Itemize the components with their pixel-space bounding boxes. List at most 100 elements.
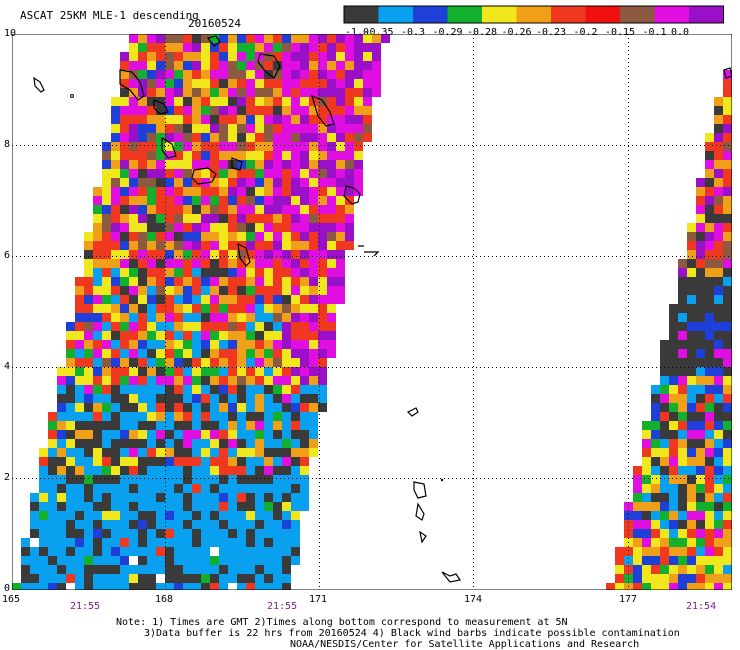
- mle-cell: [219, 385, 228, 394]
- mle-cell: [282, 340, 291, 349]
- mle-cell: [228, 304, 237, 313]
- mle-cell: [129, 376, 138, 385]
- mle-cell: [201, 43, 210, 52]
- mle-cell: [219, 124, 228, 133]
- mle-cell: [120, 403, 129, 412]
- mle-cell: [174, 223, 183, 232]
- mle-cell: [678, 286, 687, 295]
- mle-cell: [633, 556, 642, 565]
- mle-cell: [147, 574, 156, 583]
- mle-cell: [705, 133, 714, 142]
- mle-cell: [714, 241, 723, 250]
- mle-cell: [138, 115, 147, 124]
- mle-cell: [300, 340, 309, 349]
- mle-cell: [138, 547, 147, 556]
- mle-cell: [264, 61, 273, 70]
- mle-cell: [201, 493, 210, 502]
- mle-cell: [669, 376, 678, 385]
- mle-cell: [48, 421, 57, 430]
- mle-cell: [102, 574, 111, 583]
- date-label: 20160524: [188, 17, 241, 30]
- mle-cell: [183, 313, 192, 322]
- mle-cell: [282, 466, 291, 475]
- mle-cell: [219, 43, 228, 52]
- mle-cell: [723, 259, 732, 268]
- mle-cell: [282, 439, 291, 448]
- mle-cell: [264, 394, 273, 403]
- mle-cell: [714, 151, 723, 160]
- mle-cell: [660, 502, 669, 511]
- mle-cell: [39, 574, 48, 583]
- mle-cell: [228, 79, 237, 88]
- mle-cell: [336, 223, 345, 232]
- mle-cell: [354, 43, 363, 52]
- mle-cell: [21, 565, 30, 574]
- mle-cell: [228, 52, 237, 61]
- mle-cell: [192, 277, 201, 286]
- mle-cell: [111, 268, 120, 277]
- mle-cell: [255, 88, 264, 97]
- mle-cell: [165, 457, 174, 466]
- mle-cell: [705, 277, 714, 286]
- mle-cell: [84, 394, 93, 403]
- mle-cell: [300, 115, 309, 124]
- colorbar-tick-label: -1.0: [345, 27, 369, 37]
- mle-cell: [228, 214, 237, 223]
- mle-cell: [327, 79, 336, 88]
- mle-cell: [93, 223, 102, 232]
- mle-cell: [84, 538, 93, 547]
- mle-cell: [237, 331, 246, 340]
- mle-cell: [318, 286, 327, 295]
- mle-cell: [372, 52, 381, 61]
- mle-cell: [678, 394, 687, 403]
- mle-cell: [93, 448, 102, 457]
- mle-cell: [237, 178, 246, 187]
- mle-cell: [192, 124, 201, 133]
- mle-cell: [309, 295, 318, 304]
- mle-cell: [714, 529, 723, 538]
- mle-cell: [102, 376, 111, 385]
- mle-cell: [183, 151, 192, 160]
- mle-cell: [129, 331, 138, 340]
- mle-cell: [669, 394, 678, 403]
- mle-cell: [660, 448, 669, 457]
- mle-cell: [93, 466, 102, 475]
- mle-cell: [255, 142, 264, 151]
- mle-cell: [57, 556, 66, 565]
- mle-cell: [687, 304, 696, 313]
- mle-cell: [705, 412, 714, 421]
- mle-cell: [273, 403, 282, 412]
- mle-cell: [714, 142, 723, 151]
- mle-cell: [201, 259, 210, 268]
- mle-cell: [237, 583, 246, 590]
- mle-cell: [102, 232, 111, 241]
- mle-cell: [84, 259, 93, 268]
- mle-cell: [336, 115, 345, 124]
- mle-cell: [336, 178, 345, 187]
- mle-cell: [273, 43, 282, 52]
- mle-cell: [246, 475, 255, 484]
- mle-cell: [309, 430, 318, 439]
- mle-cell: [201, 241, 210, 250]
- mle-cell: [138, 349, 147, 358]
- mle-cell: [246, 295, 255, 304]
- mle-cell: [120, 187, 129, 196]
- mle-cell: [282, 286, 291, 295]
- mle-cell: [237, 340, 246, 349]
- mle-cell: [93, 529, 102, 538]
- mle-cell: [192, 151, 201, 160]
- mle-cell: [687, 277, 696, 286]
- mle-cell: [687, 466, 696, 475]
- mle-cell: [237, 268, 246, 277]
- mle-cell: [75, 430, 84, 439]
- mle-cell: [75, 538, 84, 547]
- mle-cell: [147, 583, 156, 590]
- mle-cell: [273, 205, 282, 214]
- mle-cell: [345, 43, 354, 52]
- mle-cell: [228, 196, 237, 205]
- mle-cell: [300, 502, 309, 511]
- mle-cell: [309, 448, 318, 457]
- mle-cell: [120, 178, 129, 187]
- mle-cell: [273, 502, 282, 511]
- mle-cell: [273, 151, 282, 160]
